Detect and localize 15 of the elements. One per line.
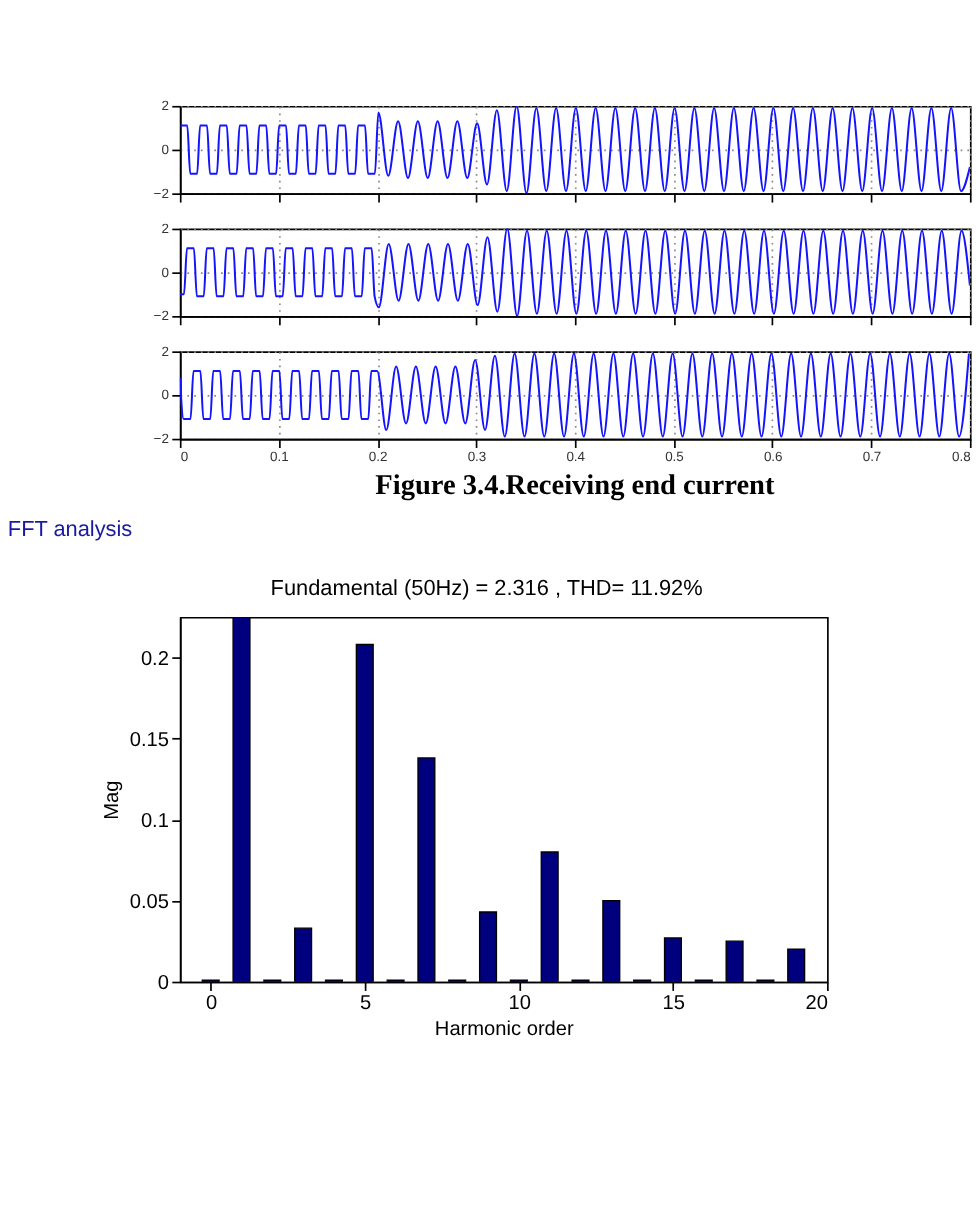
caption: Figure 3.4.Receiving end current	[375, 470, 775, 503]
y-tick-label: 0	[157, 973, 170, 996]
y-tick-label: 0.05	[129, 892, 170, 915]
x-tick-label: 20	[805, 993, 829, 1016]
y-tick-label: 0.15	[129, 730, 170, 753]
x-axis-title: Harmonic order	[434, 1018, 576, 1041]
y-tick-label: 0.2	[140, 649, 170, 671]
chart-title: FFT analysis	[7, 518, 134, 543]
y-axis-title: Mag	[101, 780, 124, 820]
x-tick-label: 10	[508, 993, 532, 1016]
x-tick-label: 5	[360, 993, 372, 1016]
x-tick-label: 0	[205, 993, 218, 1016]
x-tick-label: 15	[662, 993, 686, 1016]
chart-subtitle: Fundamental (50Hz) = 2.316 , THD= 11.92%	[270, 577, 704, 602]
y-tick-label: 0.1	[140, 811, 170, 834]
